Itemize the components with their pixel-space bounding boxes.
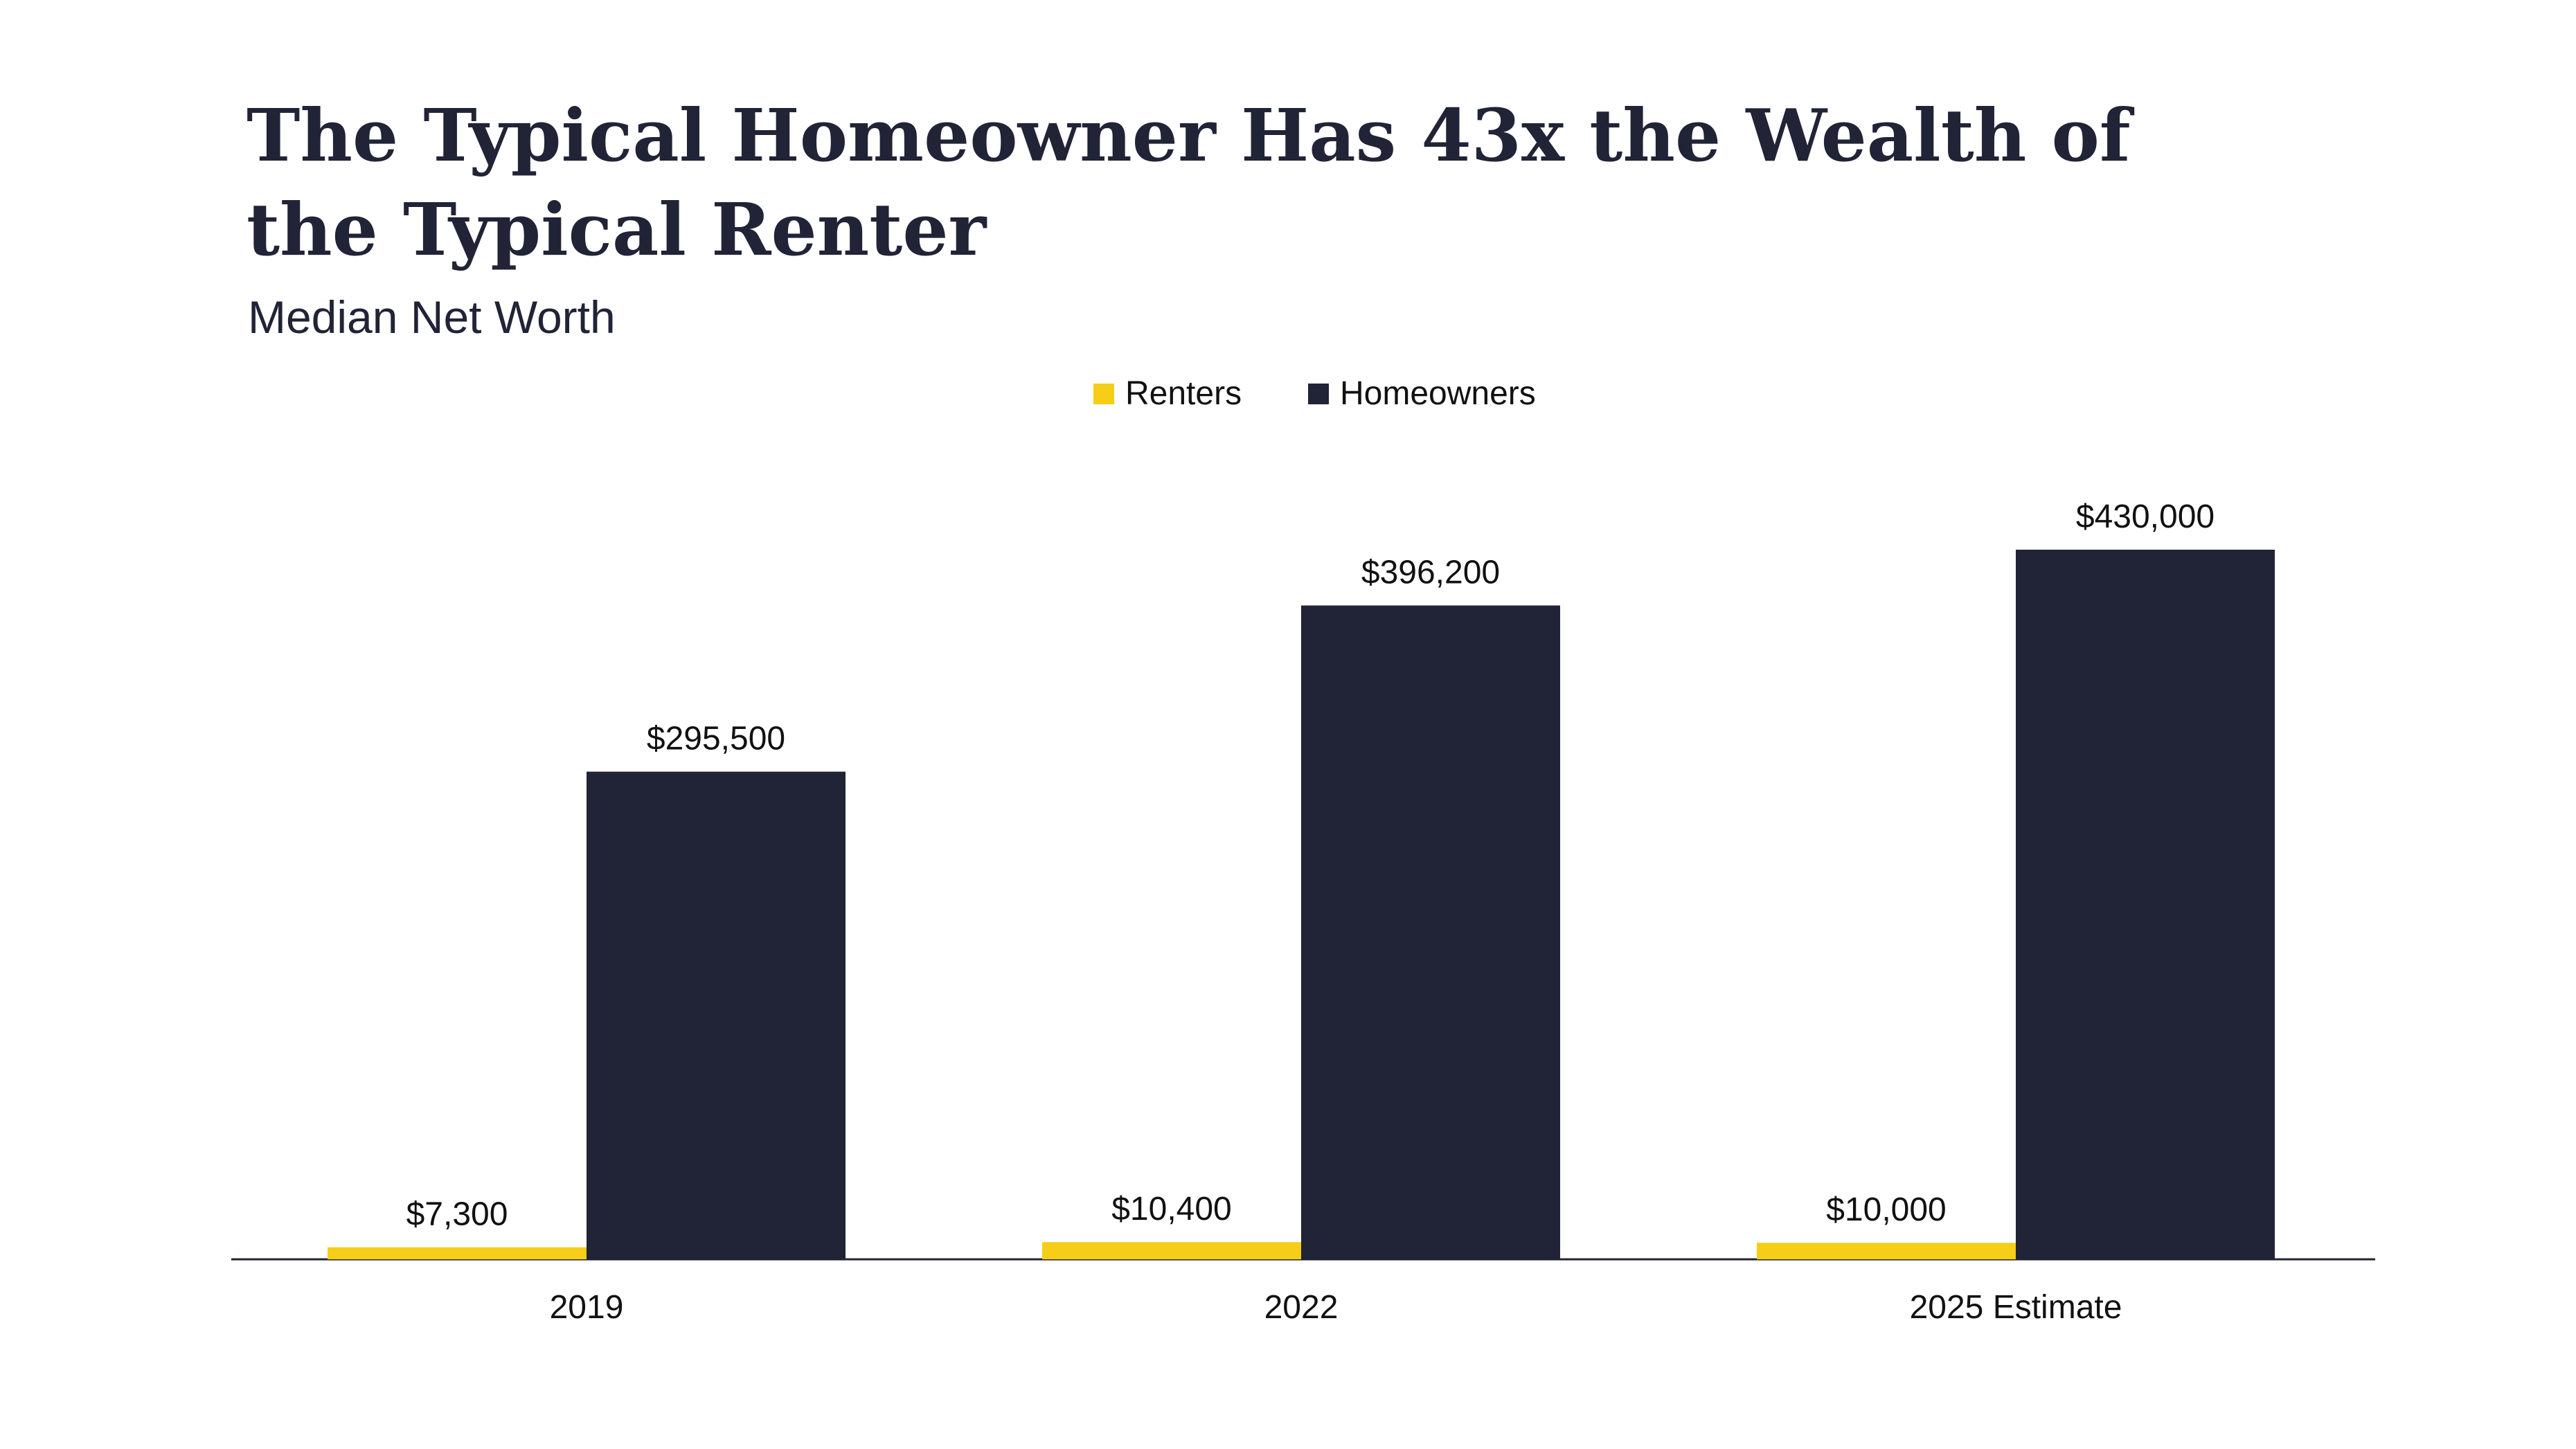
bar [1757, 1243, 2016, 1259]
legend-label: Renters [1125, 375, 1242, 412]
bar [1301, 605, 1560, 1259]
bar [2016, 550, 2275, 1259]
x-tick-label: 2019 [550, 1289, 624, 1326]
value-label: $10,000 [1826, 1191, 1947, 1228]
value-label: $295,500 [647, 721, 785, 757]
chart-title: The Typical Homeowner Has 43x the Wealth… [247, 93, 2131, 272]
value-label: $10,400 [1111, 1191, 1232, 1227]
x-tick-label: 2025 Estimate [1910, 1289, 2122, 1326]
bar [1042, 1242, 1301, 1259]
value-label: $396,200 [1361, 555, 1500, 591]
bar [328, 1247, 587, 1259]
value-label: $430,000 [2076, 498, 2215, 535]
bar [587, 771, 846, 1259]
chart-subtitle: Median Net Worth [248, 291, 616, 343]
legend-swatch [1093, 384, 1114, 404]
legend-label: Homeowners [1340, 375, 1536, 412]
legend-swatch [1308, 384, 1329, 404]
x-tick-label: 2022 [1264, 1289, 1339, 1326]
value-label: $7,300 [406, 1196, 508, 1233]
